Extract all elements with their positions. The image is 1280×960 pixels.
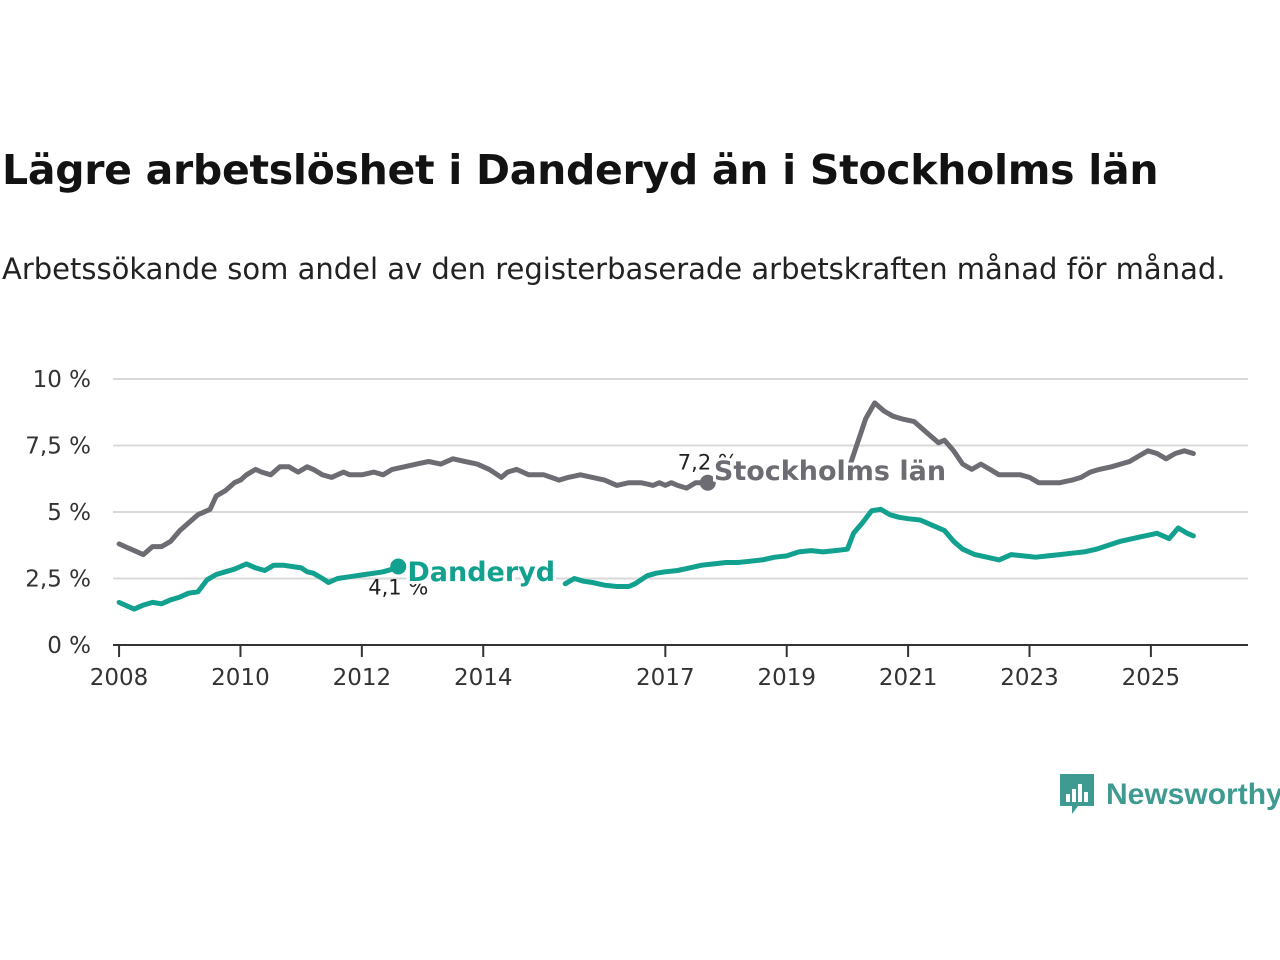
series-line-stockholms-l-n (116, 456, 711, 558)
line-chart: 0 % 2,5 % 5 % 7,5 % 10 % 2008 2010 2012 2014 2017… (25, 367, 1248, 691)
chart-title: Lägre arbetslöshet i Danderyd än i Stock… (2, 146, 1159, 194)
newsworthy-logo: Newsworthy (1058, 772, 1280, 818)
series-line-danderyd (116, 561, 401, 612)
x-tick-label: 2012 (333, 665, 392, 691)
x-tick-label: 2023 (1000, 665, 1059, 691)
x-tick-label: 2010 (211, 665, 270, 691)
end-point-danderyd (390, 558, 407, 575)
end-point-stockholms-l-n (699, 474, 716, 491)
newsworthy-logo-icon (1060, 774, 1094, 814)
x-tick-label: 2025 (1122, 665, 1181, 691)
end-value-label-stockholms-l-n: 7,2 % (678, 451, 738, 475)
series-line-danderyd (562, 506, 1196, 589)
x-tick-label: 2021 (879, 665, 938, 691)
x-tick-label: 2019 (757, 665, 816, 691)
end-value-label-danderyd: 4,1 % (368, 576, 428, 600)
series-label-danderyd: Danderyd (407, 557, 555, 588)
y-tick-label: 7,5 % (25, 434, 91, 460)
chart-subtitle: Arbetssökande som andel av den registerb… (2, 252, 1226, 286)
y-tick-label: 5 % (47, 500, 91, 526)
y-tick-label: 10 % (33, 367, 91, 393)
newsworthy-logo-text: Newsworthy (1106, 778, 1280, 811)
y-tick-label: 2,5 % (25, 567, 91, 593)
x-tick-label: 2017 (636, 665, 695, 691)
x-tick-label: 2014 (454, 665, 513, 691)
y-tick-label: 0 % (47, 633, 91, 659)
series-label-stockholms-l-n: Stockholms län (714, 456, 946, 487)
series-layer (116, 400, 1196, 612)
series-line-stockholms-l-n (847, 400, 1196, 486)
axis-layer: 0 % 2,5 % 5 % 7,5 % 10 % 2008 2010 2012 2014 2017… (25, 367, 1248, 691)
label-layer: 7,2 %Stockholms län 4,1 %Danderyd (368, 451, 949, 600)
grid-layer (113, 378, 1248, 580)
x-tick-label: 2008 (90, 665, 149, 691)
